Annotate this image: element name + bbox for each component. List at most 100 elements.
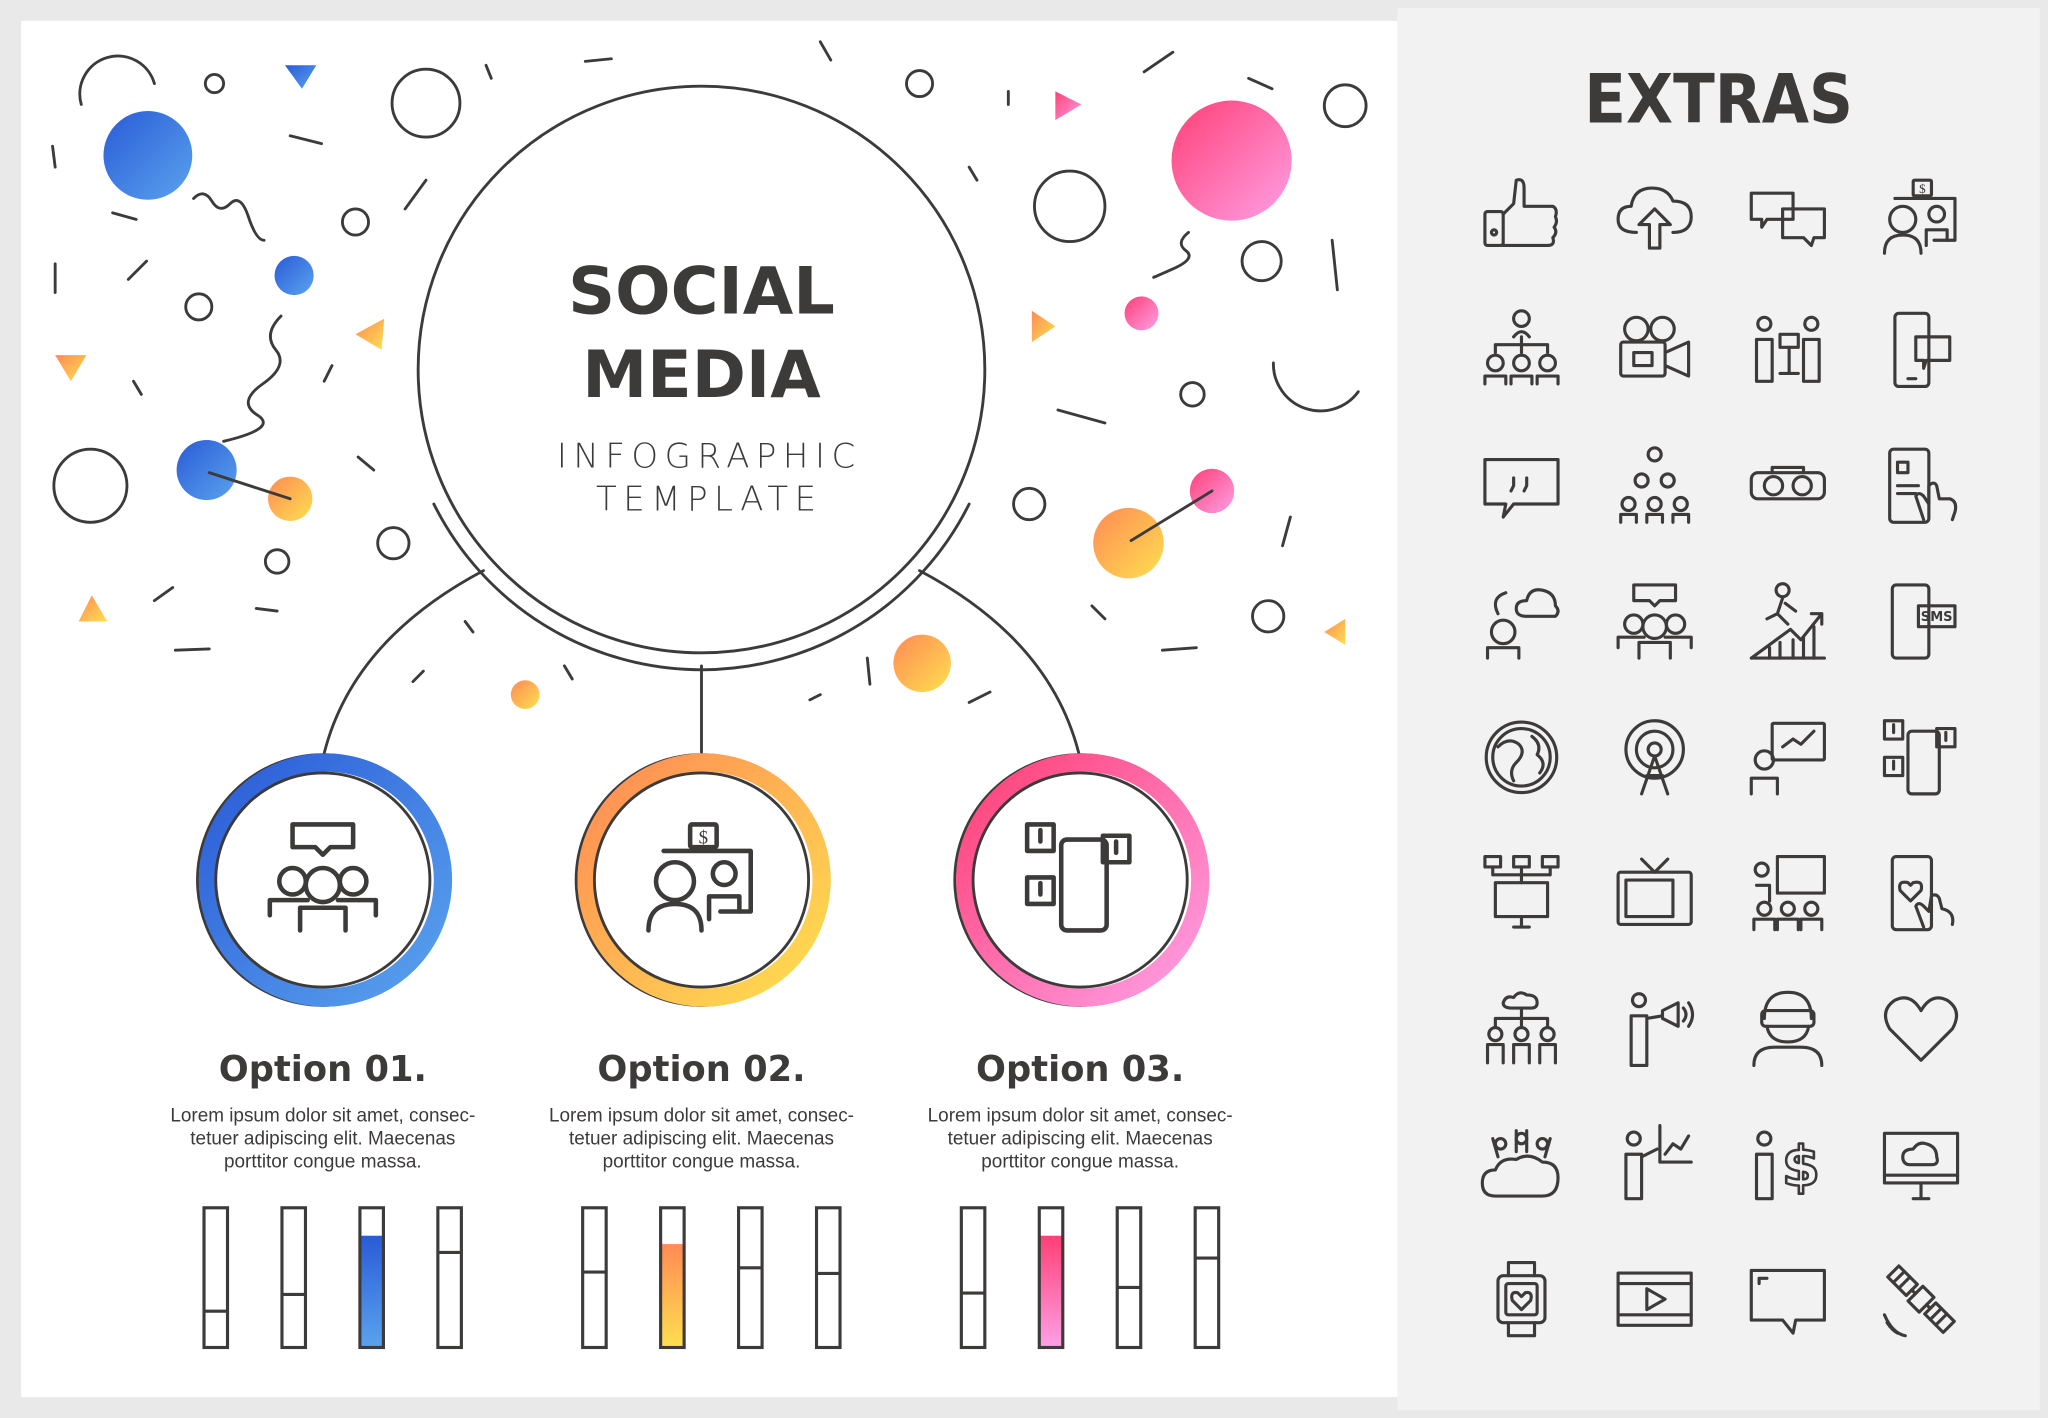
progress-bar-frame: [280, 1206, 308, 1350]
progress-bar-fill: [359, 1235, 384, 1348]
option-description-line: tetuer adipiscing elit. Maecenas: [569, 1128, 834, 1149]
main-panel: [21, 20, 1398, 1398]
option-description-line: tetuer adipiscing elit. Maecenas: [948, 1128, 1213, 1149]
option-2: $ Option 02. Lorem ipsum dolor sit amet, c…: [549, 753, 854, 1350]
option-3: Option 03. Lorem ipsum dolor sit amet, co…: [928, 753, 1233, 1350]
deco-circle-blue: [274, 255, 314, 296]
option-description-line: porttitor congue massa.: [224, 1151, 422, 1172]
teacher-class-icon: [1752, 854, 1826, 932]
progress-bar-frame: [959, 1206, 987, 1350]
phone-touch-icon: [1888, 447, 1958, 524]
thumbs-up-icon: [1483, 178, 1559, 248]
video-call-money-icon: $: [646, 822, 753, 933]
cloud-upload-icon: [1616, 186, 1693, 250]
person-chart-icon: [1624, 1123, 1693, 1201]
presentation-board-icon: [1749, 721, 1826, 796]
deco-circle-orange: [510, 680, 540, 709]
progress-bar: [737, 1206, 764, 1350]
extras-icon-grid: $ SMS $: [1480, 178, 1960, 1338]
globe-icon: [1484, 720, 1559, 795]
cloud-crowd-icon: [1480, 1129, 1560, 1198]
option-description-line: porttitor congue massa.: [981, 1151, 1179, 1172]
deco-circle-orange: [1093, 507, 1164, 579]
deco-triangle-pink: [1055, 91, 1082, 121]
option-title: Option 03.: [976, 1049, 1184, 1090]
progress-bar-frame: [436, 1206, 463, 1350]
option-inner-circle: [592, 771, 810, 989]
org-chart-icon: [1483, 309, 1560, 386]
cloud-team-icon: [1485, 991, 1557, 1065]
svg-text:$: $: [1919, 181, 1926, 196]
progress-bar-frame: [1193, 1206, 1221, 1350]
option-description-line: Lorem ipsum dolor sit amet, consec-: [928, 1106, 1233, 1127]
broadcast-tower-icon: [1624, 719, 1685, 796]
progress-bar-frame: [659, 1206, 686, 1350]
progress-bar-frame: [1037, 1206, 1065, 1350]
deco-triangle-orange: [78, 595, 108, 622]
option-description-line: Lorem ipsum dolor sit amet, consec-: [549, 1106, 854, 1127]
person-dollar-icon: $: [1754, 1130, 1821, 1201]
svg-text:$: $: [699, 827, 708, 848]
vr-goggles-icon: [1749, 465, 1826, 501]
satellite-icon: [1882, 1264, 1956, 1338]
network-monitor-icon: [1483, 854, 1560, 929]
deco-triangle-orange: [355, 318, 385, 350]
deco-circle-pink: [1171, 100, 1292, 221]
video-player-icon: [1616, 1271, 1693, 1327]
title-line-2: MEDIA: [582, 337, 821, 413]
option-title: Option 02.: [597, 1049, 805, 1090]
team-chat-icon: [1616, 583, 1693, 660]
progress-bar: [659, 1206, 686, 1350]
progress-bar-frame: [1115, 1206, 1143, 1350]
chat-bubbles-icon: [1749, 191, 1826, 248]
progress-bar: [581, 1206, 608, 1350]
progress-bar-frame: [358, 1206, 385, 1350]
notifications-phone-icon: [1024, 822, 1132, 933]
progress-bar: [1037, 1206, 1065, 1350]
option-gradient-ring: [956, 753, 1210, 1007]
presentation-icon: [1754, 315, 1821, 383]
progress-bar: [202, 1206, 230, 1350]
phone-sms-icon: SMS: [1890, 583, 1957, 660]
decorative-confetti: [51, 40, 1368, 709]
speech-bubble-icon: [1749, 1268, 1826, 1335]
video-camera-icon: [1619, 315, 1691, 378]
phone-heart-icon: [1890, 854, 1955, 932]
progress-bar: [1193, 1206, 1221, 1350]
progress-bar-fill: [660, 1244, 685, 1348]
option-title: Option 01.: [219, 1049, 427, 1090]
option-gradient-ring: [198, 753, 453, 1007]
phone-message-icon: [1893, 311, 1952, 389]
deco-circle-pink: [1124, 296, 1159, 331]
option-gradient-ring: [577, 753, 831, 1007]
team-pyramid-icon: [1619, 446, 1691, 524]
deco-triangle-blue: [284, 65, 317, 89]
heart-icon: [1883, 996, 1959, 1062]
vr-person-icon: [1752, 990, 1824, 1068]
progress-bar-frame: [814, 1206, 842, 1350]
title-line-1: SOCIAL: [568, 253, 835, 329]
deco-triangle-orange: [55, 355, 87, 382]
progress-bar: [959, 1206, 987, 1350]
notifications-phone-icon: [1882, 719, 1957, 796]
quote-bubble-icon: [1483, 458, 1560, 519]
smartwatch-heart-icon: [1496, 1261, 1547, 1338]
option-description-line: Lorem ipsum dolor sit amet, consec-: [170, 1106, 475, 1127]
deco-circle-orange: [893, 634, 951, 693]
progress-bar-frame: [581, 1206, 608, 1350]
progress-bar-fill: [1039, 1235, 1063, 1348]
option-description-line: porttitor congue massa.: [603, 1151, 801, 1172]
growth-runner-icon: [1749, 582, 1826, 660]
extras-title: EXTRAS: [1584, 61, 1853, 140]
progress-bar-frame: [202, 1206, 230, 1350]
megaphone-person-icon: [1629, 992, 1695, 1068]
option-inner-circle: [971, 771, 1189, 989]
tv-icon: [1616, 857, 1693, 927]
progress-bar: [358, 1206, 385, 1350]
subtitle-line-2: TEMPLATE: [596, 480, 823, 520]
subtitle-line-1: INFOGRAPHIC: [557, 436, 862, 476]
option-1: Option 01. Lorem ipsum dolor sit amet, co…: [170, 753, 475, 1350]
deco-circle-blue: [176, 440, 237, 501]
progress-bar: [280, 1206, 308, 1350]
deco-triangle-orange: [1031, 310, 1056, 343]
